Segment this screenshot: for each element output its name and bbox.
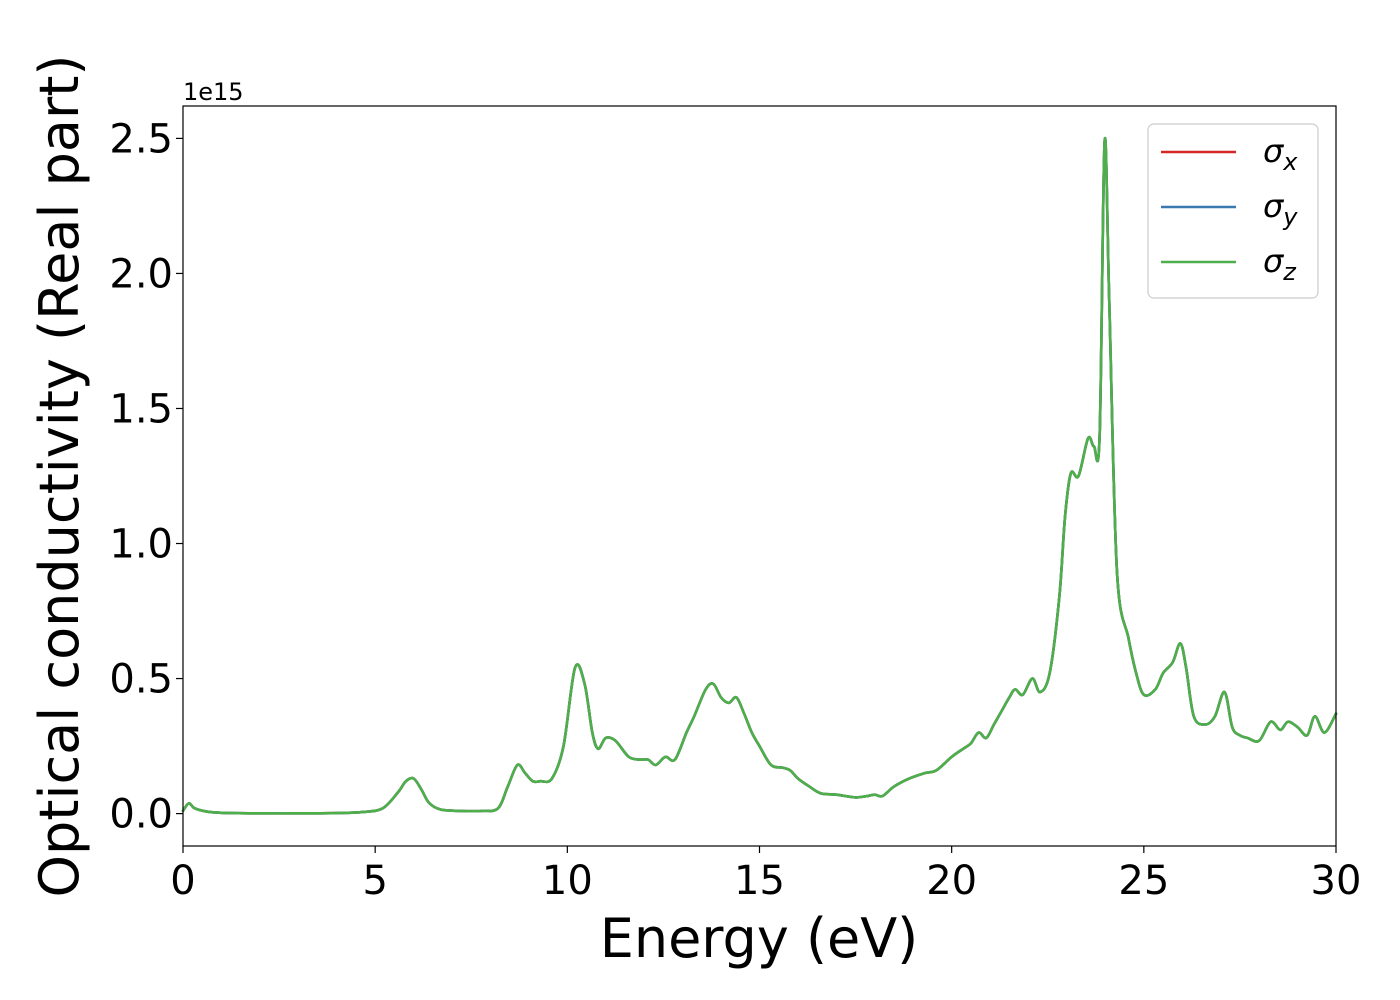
x-tick-label: 30 xyxy=(1311,858,1362,904)
y-tick-label: 0.0 xyxy=(109,792,173,838)
y-axis-ticks: 0.0 0.5 1.0 1.5 2.0 2.5 xyxy=(109,116,183,838)
y-tick-label: 1.5 xyxy=(109,386,173,432)
x-tick-label: 15 xyxy=(734,858,785,904)
x-axis-title: Energy (eV) xyxy=(600,907,919,970)
series-line-z xyxy=(181,137,1338,815)
x-tick-label: 25 xyxy=(1118,858,1169,904)
y-tick-label: 1.0 xyxy=(109,522,173,568)
y-tick-label: 2.0 xyxy=(109,251,173,297)
y-offset-label: 1e15 xyxy=(183,78,244,106)
x-tick-label: 5 xyxy=(362,858,387,904)
y-tick-label: 0.5 xyxy=(109,657,173,703)
y-axis-title: Optical conductivity (Real part) xyxy=(28,55,91,898)
x-tick-label: 20 xyxy=(926,858,977,904)
x-tick-label: 0 xyxy=(170,858,195,904)
series-layer xyxy=(181,137,1338,815)
x-tick-label: 10 xyxy=(542,858,593,904)
y-tick-label: 2.5 xyxy=(109,116,173,162)
x-axis-ticks: 0 5 10 15 20 25 30 xyxy=(170,846,1361,904)
legend-box xyxy=(1147,123,1319,299)
